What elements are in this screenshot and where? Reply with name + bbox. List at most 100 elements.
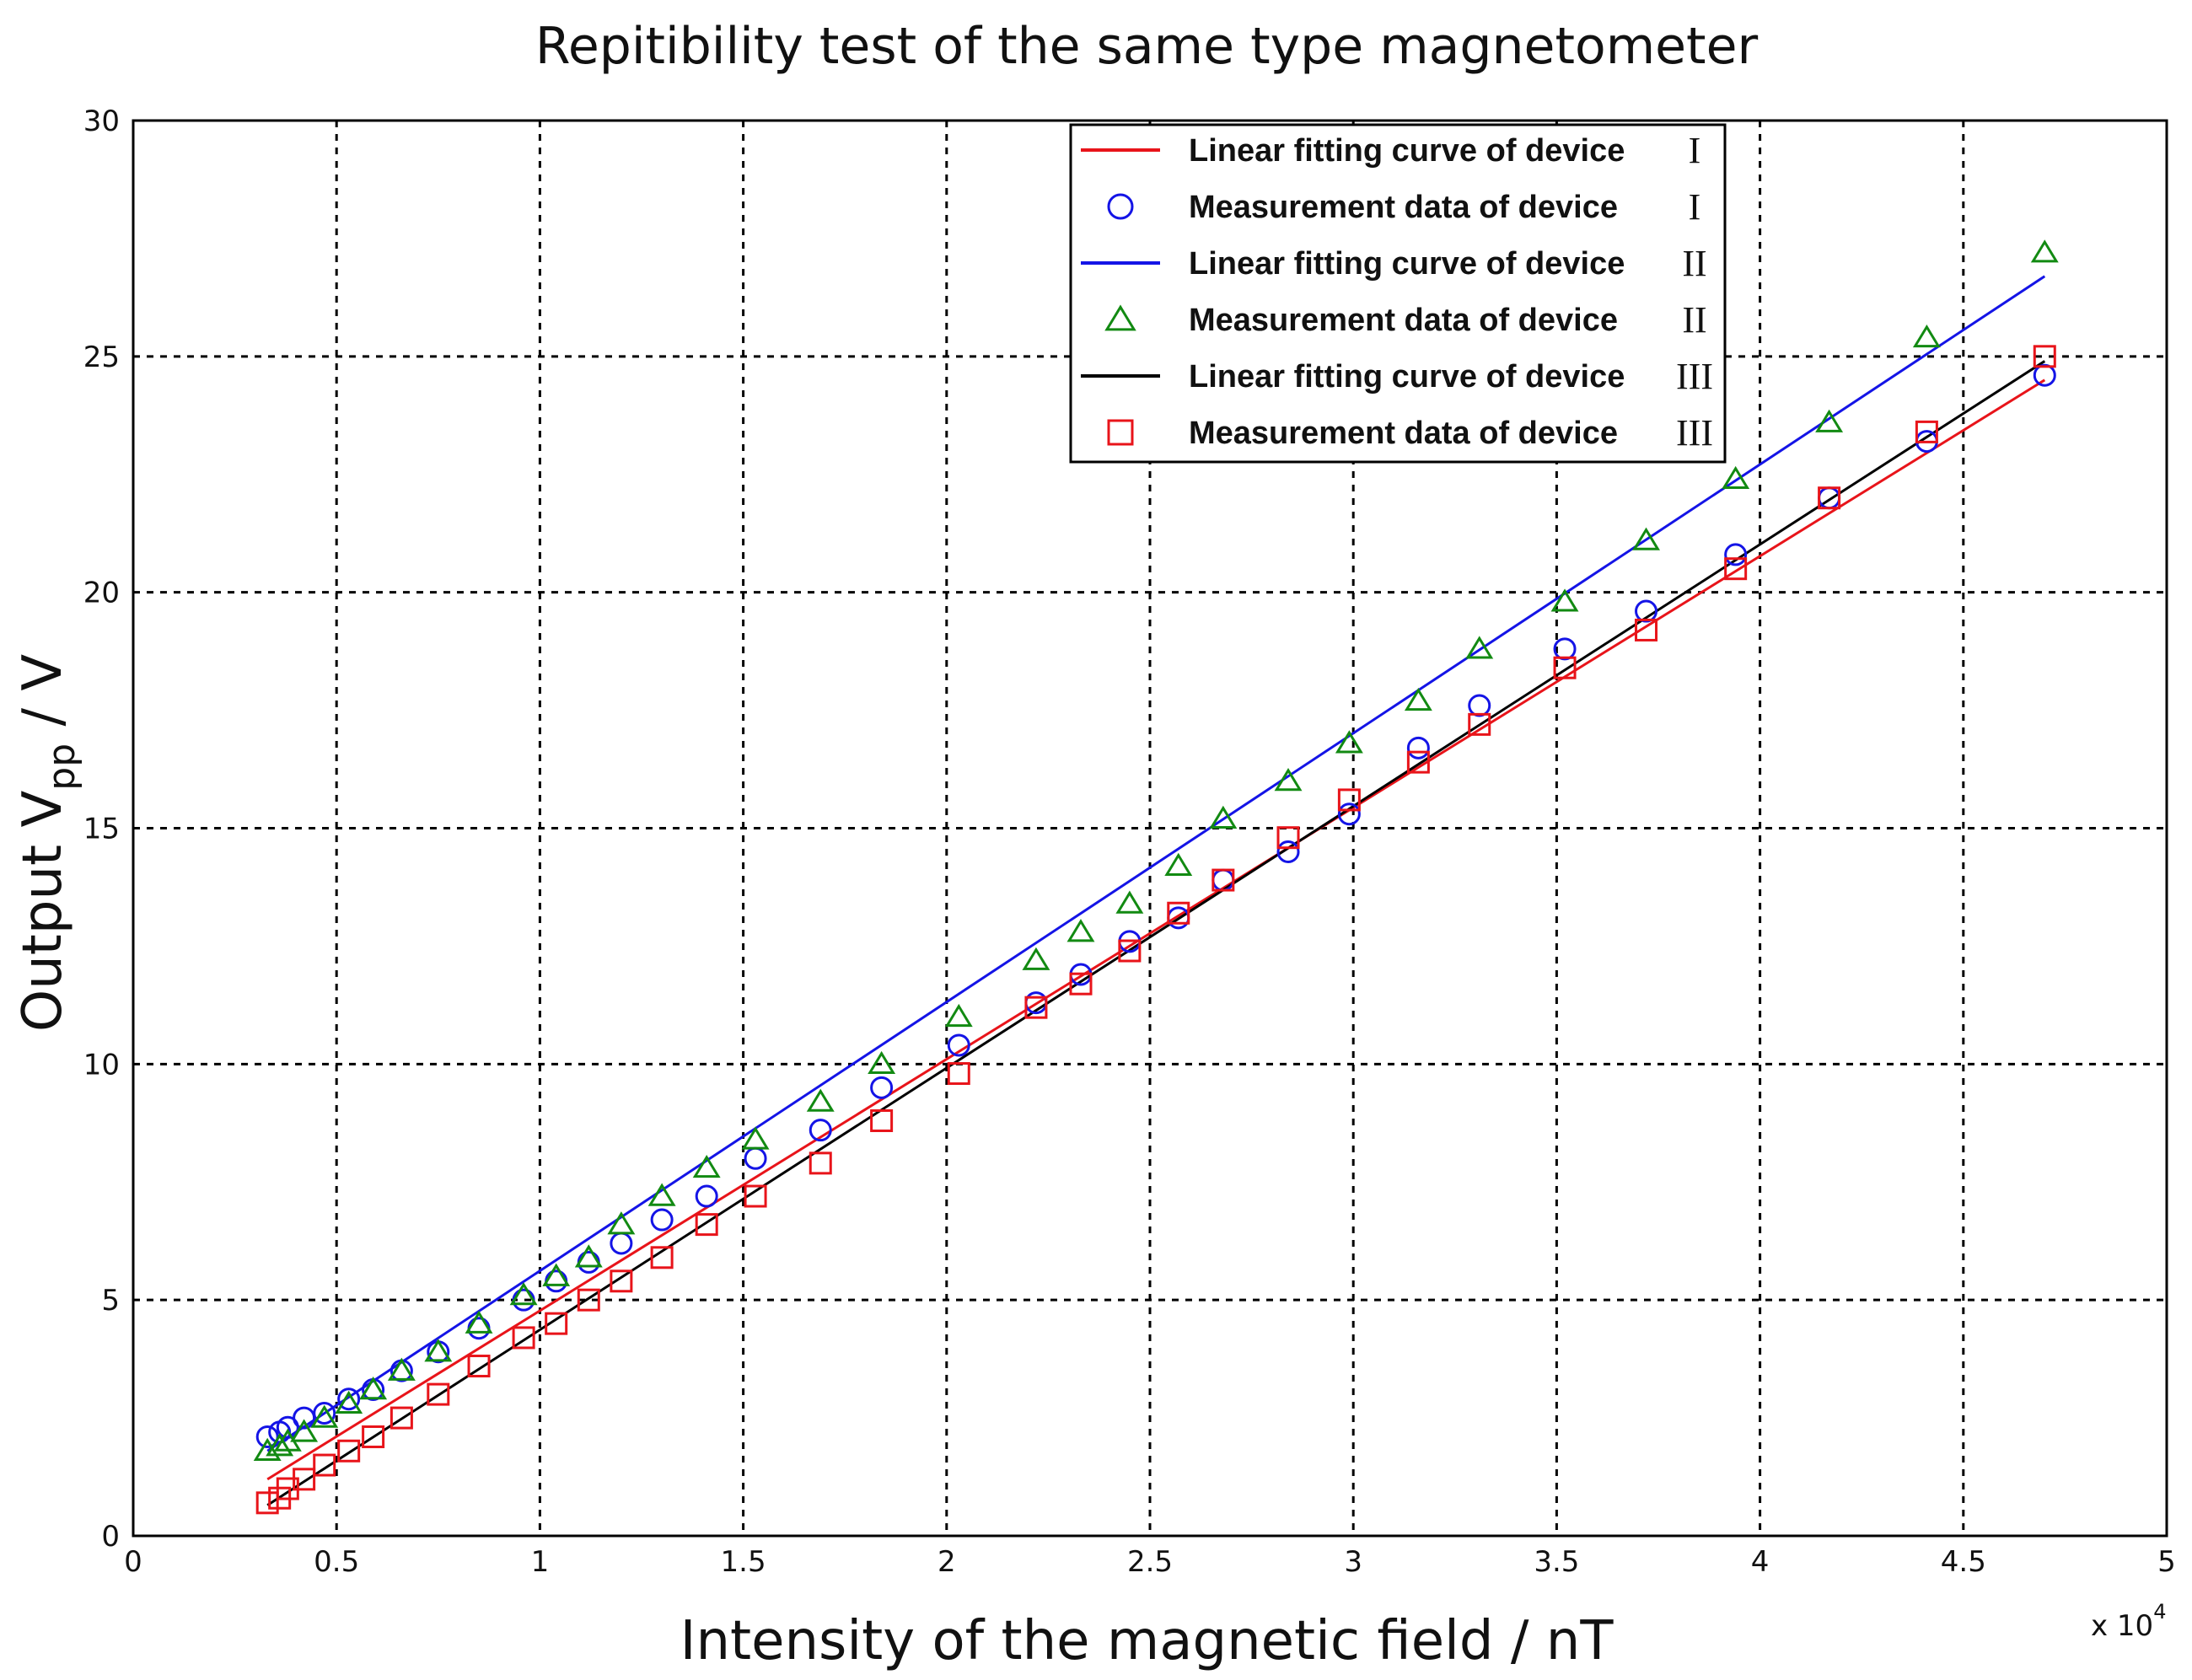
square-marker xyxy=(427,1382,450,1406)
circle-marker xyxy=(337,1387,361,1411)
circle-marker xyxy=(695,1184,718,1208)
square-marker xyxy=(744,1184,767,1208)
legend-swatch-circle xyxy=(1107,193,1134,220)
triangle-marker xyxy=(424,1339,453,1362)
circle-marker xyxy=(650,1208,674,1232)
square-marker xyxy=(467,1355,491,1378)
x-tick-label: 2 xyxy=(938,1545,956,1579)
square-marker xyxy=(293,1468,316,1491)
circle-marker xyxy=(1724,543,1748,566)
square-marker xyxy=(390,1406,413,1430)
square-marker xyxy=(809,1151,832,1175)
legend-label: Measurement data of device xyxy=(1189,303,1618,338)
triangle-marker xyxy=(1632,527,1660,550)
triangle-marker xyxy=(1335,730,1363,754)
legend-label: Measurement data of device xyxy=(1189,416,1618,451)
legend-swatch-square xyxy=(1107,419,1134,446)
x-tick-label: 4.5 xyxy=(1941,1545,1986,1579)
square-marker xyxy=(1818,486,1841,510)
y-axis-label-sub: pp xyxy=(40,743,83,791)
x-multiplier-exp: 4 xyxy=(2153,1600,2166,1624)
y-axis-label-unit: / V xyxy=(12,654,74,743)
triangle-marker xyxy=(944,1003,973,1028)
y-tick-label: 20 xyxy=(83,577,120,610)
circle-marker xyxy=(809,1119,832,1142)
x-multiplier-base: x 10 xyxy=(2091,1609,2153,1643)
square-marker xyxy=(1915,420,1938,443)
circle-marker xyxy=(313,1401,336,1425)
circle-marker xyxy=(2033,363,2056,387)
y-axis-label-main: Output V xyxy=(12,791,74,1033)
legend-roman: II xyxy=(1682,299,1706,341)
square-marker xyxy=(650,1246,674,1269)
square-marker xyxy=(1635,618,1658,641)
triangle-marker xyxy=(1815,409,1844,432)
triangle-marker xyxy=(1465,636,1494,659)
square-marker xyxy=(695,1213,718,1237)
triangle-marker xyxy=(266,1433,294,1457)
square-marker xyxy=(255,1491,279,1515)
square-marker xyxy=(545,1312,568,1335)
y-tick-label: 25 xyxy=(83,341,120,374)
triangle-marker xyxy=(1404,687,1432,711)
triangle-marker xyxy=(1209,805,1238,829)
circle-marker xyxy=(1468,694,1491,717)
y-axis-label: Output Vpp / V xyxy=(12,654,83,1033)
triangle-marker xyxy=(2030,239,2059,263)
triangle-marker xyxy=(290,1419,319,1442)
legend-roman: I xyxy=(1689,186,1701,228)
legend-swatch-triangle xyxy=(1104,304,1136,331)
legend-label: Linear fitting curve of device xyxy=(1189,133,1625,169)
square-marker xyxy=(2033,345,2056,368)
square-marker xyxy=(1724,557,1748,581)
square-marker xyxy=(1276,826,1300,850)
y-tick-label: 5 xyxy=(101,1284,120,1318)
x-tick-label: 1.5 xyxy=(721,1545,766,1579)
triangle-marker xyxy=(253,1437,282,1461)
x-tick-label: 4 xyxy=(1751,1545,1770,1579)
square-marker xyxy=(870,1108,894,1132)
triangle-marker xyxy=(509,1282,538,1306)
triangle-marker xyxy=(806,1088,835,1112)
triangle-marker xyxy=(465,1310,493,1334)
circle-marker xyxy=(1818,486,1841,510)
square-marker xyxy=(1337,788,1361,812)
y-tick-label: 0 xyxy=(101,1520,120,1554)
legend-roman: III xyxy=(1676,356,1713,397)
triangle-marker xyxy=(542,1263,571,1286)
triangle-marker xyxy=(574,1244,603,1268)
circle-marker xyxy=(467,1317,491,1340)
square-marker xyxy=(1167,901,1190,925)
triangle-marker xyxy=(1550,588,1579,612)
triangle-marker xyxy=(1274,768,1303,792)
triangle-marker xyxy=(1022,947,1050,970)
square-marker xyxy=(1069,972,1093,996)
square-marker xyxy=(512,1326,535,1350)
square-marker xyxy=(1406,750,1430,774)
fit-line xyxy=(266,378,2046,1481)
triangle-marker xyxy=(647,1183,676,1206)
legend-roman: III xyxy=(1676,412,1713,454)
square-marker xyxy=(1118,939,1142,963)
legend-label: Linear fitting curve of device xyxy=(1189,246,1625,282)
circle-marker xyxy=(545,1269,568,1293)
plot-frame xyxy=(132,119,2168,1538)
triangle-marker xyxy=(1066,919,1095,942)
square-marker xyxy=(362,1425,385,1448)
circle-marker xyxy=(1337,802,1361,826)
x-axis-label: Intensity of the magnetic field / nT xyxy=(680,1610,1614,1672)
square-marker xyxy=(1553,656,1577,679)
triangle-marker xyxy=(1912,324,1941,348)
circle-marker xyxy=(577,1250,600,1274)
x-tick-label: 0 xyxy=(124,1545,142,1579)
y-tick-labels: 0 5 10 15 20 25 30 xyxy=(83,105,120,1554)
triangle-marker xyxy=(607,1211,636,1235)
triangle-marker xyxy=(692,1154,721,1178)
fit-line xyxy=(266,275,2046,1452)
triangle-marker xyxy=(1722,465,1750,490)
circle-marker xyxy=(610,1232,633,1255)
y-tick-label: 30 xyxy=(83,105,120,138)
square-marker xyxy=(577,1288,600,1312)
triangle-marker xyxy=(741,1126,770,1150)
